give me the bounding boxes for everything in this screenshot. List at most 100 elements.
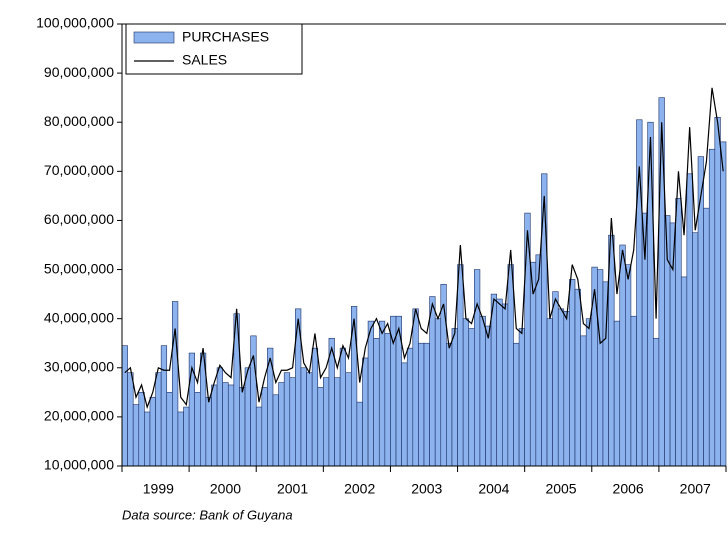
bar xyxy=(557,308,565,467)
bar xyxy=(462,318,470,467)
x-tick-label: 1999 xyxy=(143,481,174,497)
bar xyxy=(127,372,134,467)
bar xyxy=(485,325,492,467)
bar xyxy=(625,264,632,467)
bar xyxy=(597,269,604,467)
bar xyxy=(434,318,442,467)
bar xyxy=(686,173,693,467)
x-tick-label: 2000 xyxy=(210,481,241,497)
bar xyxy=(317,387,324,467)
bar xyxy=(306,372,313,467)
bar xyxy=(401,362,408,467)
y-tick-label: 20,000,000 xyxy=(44,408,114,424)
bar xyxy=(468,328,475,467)
bar xyxy=(132,404,140,467)
bar xyxy=(680,276,688,467)
bar xyxy=(708,148,716,467)
bar xyxy=(591,266,598,467)
y-tick-label: 90,000,000 xyxy=(44,64,114,80)
bar xyxy=(255,406,263,467)
y-tick-label: 70,000,000 xyxy=(44,162,114,178)
bar xyxy=(496,298,503,467)
source-note: Data source: Bank of Guyana xyxy=(122,507,293,522)
bar xyxy=(585,318,593,467)
bar xyxy=(675,198,682,467)
bar xyxy=(574,288,581,467)
bar xyxy=(569,279,576,467)
legend-label: SALES xyxy=(182,52,227,68)
bar xyxy=(373,338,380,467)
bar xyxy=(323,377,330,467)
y-tick-label: 100,000,000 xyxy=(36,15,114,31)
bar xyxy=(412,308,419,467)
y-tick-label: 10,000,000 xyxy=(44,457,114,473)
bar xyxy=(501,303,509,467)
bar xyxy=(239,387,246,467)
bar xyxy=(172,301,179,467)
bar xyxy=(211,384,218,467)
bar xyxy=(261,387,268,467)
bar xyxy=(652,338,660,467)
y-tick-label: 50,000,000 xyxy=(44,260,114,276)
bar xyxy=(205,396,212,467)
bar xyxy=(479,315,486,467)
bar xyxy=(362,357,369,467)
bar xyxy=(451,328,458,467)
bar xyxy=(630,315,637,467)
bar xyxy=(720,141,727,467)
bar xyxy=(384,333,391,467)
bar xyxy=(507,264,514,467)
bar xyxy=(177,411,184,467)
x-tick-label: 2002 xyxy=(344,481,375,497)
bar xyxy=(697,156,704,467)
bar xyxy=(457,264,464,467)
bar xyxy=(183,406,190,467)
y-tick-label: 40,000,000 xyxy=(44,309,114,325)
bar xyxy=(356,401,363,467)
y-tick-label: 30,000,000 xyxy=(44,358,114,374)
bar xyxy=(692,232,699,467)
bar xyxy=(300,367,307,467)
bar xyxy=(311,347,319,467)
bar xyxy=(714,117,721,467)
bar xyxy=(546,318,553,467)
bar xyxy=(278,382,285,467)
bar xyxy=(328,338,335,467)
bar xyxy=(429,296,436,467)
y-tick-label: 80,000,000 xyxy=(44,113,114,129)
bar xyxy=(194,392,201,467)
bar xyxy=(446,342,453,467)
bar xyxy=(283,372,291,467)
y-tick-label: 60,000,000 xyxy=(44,211,114,227)
sales-line xyxy=(124,87,724,410)
x-tick-label: 2005 xyxy=(545,481,576,497)
bar xyxy=(406,347,414,467)
bar xyxy=(367,320,374,467)
x-tick-label: 2003 xyxy=(411,481,442,497)
bar xyxy=(378,320,386,467)
bar xyxy=(563,310,570,467)
bar xyxy=(619,244,626,467)
bar xyxy=(703,207,710,467)
legend-swatch xyxy=(133,31,175,44)
bar xyxy=(289,377,296,467)
bar xyxy=(513,342,520,467)
bar xyxy=(518,328,525,467)
bar xyxy=(121,345,128,467)
x-tick-label: 2007 xyxy=(680,481,711,497)
x-tick-label: 2004 xyxy=(478,481,509,497)
x-tick-label: 2006 xyxy=(613,481,644,497)
bar xyxy=(138,392,145,467)
bar xyxy=(474,269,481,467)
bar xyxy=(552,291,559,467)
bar xyxy=(216,367,223,467)
bar xyxy=(227,384,235,467)
bar xyxy=(580,335,587,467)
bar xyxy=(613,320,621,467)
bar xyxy=(602,281,609,467)
bar xyxy=(149,396,156,467)
bar xyxy=(144,411,151,467)
x-tick-label: 2001 xyxy=(277,481,308,497)
bar xyxy=(160,345,168,467)
bar xyxy=(339,347,347,467)
